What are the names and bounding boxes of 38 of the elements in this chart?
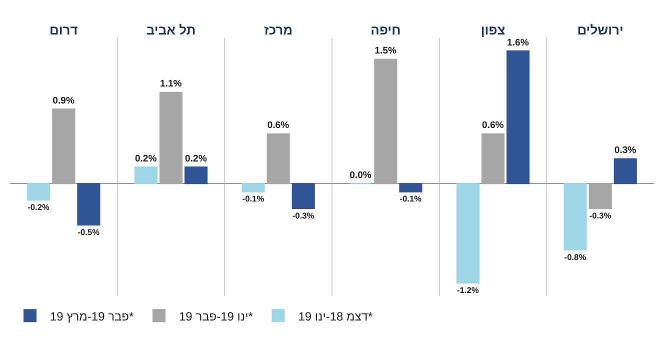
data-label: -0.3% bbox=[589, 210, 612, 220]
data-label: 0.9% bbox=[52, 95, 75, 106]
legend-label: פבר 19-מרץ 19* bbox=[50, 309, 134, 324]
data-label: 1.5% bbox=[374, 46, 397, 57]
bar bbox=[614, 158, 637, 184]
data-label: -0.1% bbox=[400, 194, 422, 204]
bar bbox=[292, 183, 315, 209]
bar bbox=[134, 166, 158, 184]
bar bbox=[456, 183, 480, 284]
data-label: -0.5% bbox=[78, 226, 100, 237]
bar bbox=[506, 50, 530, 184]
legend-label: ינו 19-פבר 19* bbox=[179, 309, 254, 324]
legend-label: דצמ 18-ינו 19* bbox=[298, 309, 373, 324]
x-tick-label: חיפה bbox=[370, 22, 401, 38]
bar bbox=[399, 183, 422, 192]
data-label: 0.2% bbox=[185, 153, 208, 164]
x-tick-label: צפון bbox=[480, 22, 506, 38]
data-label: 0.2% bbox=[134, 153, 158, 164]
data-label: 1.6% bbox=[507, 37, 530, 48]
bar bbox=[242, 183, 265, 192]
data-label: -0.2% bbox=[28, 202, 50, 212]
bar bbox=[27, 183, 50, 201]
data-label: -0.3% bbox=[292, 210, 315, 220]
x-tick-label: דרום bbox=[50, 22, 78, 38]
bar bbox=[564, 183, 587, 250]
data-label: 0.6% bbox=[267, 120, 290, 132]
data-label: 0.3% bbox=[614, 145, 637, 156]
data-label: -1.2% bbox=[456, 284, 480, 295]
bar bbox=[77, 183, 100, 226]
x-tick-label: מרכז bbox=[264, 22, 293, 38]
x-tick-label: ירושלים bbox=[577, 22, 624, 38]
data-label: -0.8% bbox=[564, 252, 587, 262]
data-label: -0.1% bbox=[242, 194, 265, 204]
x-tick-label: תל אביב bbox=[146, 22, 196, 38]
data-label: 1.1% bbox=[160, 78, 182, 90]
bar bbox=[184, 166, 208, 184]
data-label: 0.6% bbox=[482, 120, 504, 132]
data-label: 0.0% bbox=[350, 170, 372, 181]
